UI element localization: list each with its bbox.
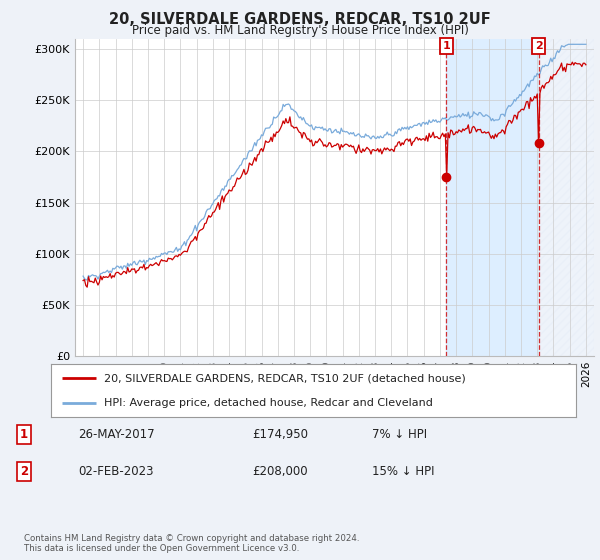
Text: 20, SILVERDALE GARDENS, REDCAR, TS10 2UF (detached house): 20, SILVERDALE GARDENS, REDCAR, TS10 2UF…	[104, 374, 465, 384]
Text: 20, SILVERDALE GARDENS, REDCAR, TS10 2UF: 20, SILVERDALE GARDENS, REDCAR, TS10 2UF	[109, 12, 491, 27]
Text: £174,950: £174,950	[252, 428, 308, 441]
Text: Price paid vs. HM Land Registry's House Price Index (HPI): Price paid vs. HM Land Registry's House …	[131, 24, 469, 37]
Text: 1: 1	[442, 41, 450, 51]
Text: 1: 1	[20, 428, 28, 441]
Text: 2: 2	[20, 465, 28, 478]
Text: £208,000: £208,000	[252, 465, 308, 478]
Text: 02-FEB-2023: 02-FEB-2023	[78, 465, 154, 478]
Bar	[539, 39, 594, 356]
Text: 7% ↓ HPI: 7% ↓ HPI	[372, 428, 427, 441]
Text: HPI: Average price, detached house, Redcar and Cleveland: HPI: Average price, detached house, Redc…	[104, 398, 433, 408]
Bar	[446, 39, 539, 356]
Text: Contains HM Land Registry data © Crown copyright and database right 2024.
This d: Contains HM Land Registry data © Crown c…	[24, 534, 359, 553]
Text: 2: 2	[535, 41, 542, 51]
Text: 15% ↓ HPI: 15% ↓ HPI	[372, 465, 434, 478]
Text: 26-MAY-2017: 26-MAY-2017	[78, 428, 155, 441]
